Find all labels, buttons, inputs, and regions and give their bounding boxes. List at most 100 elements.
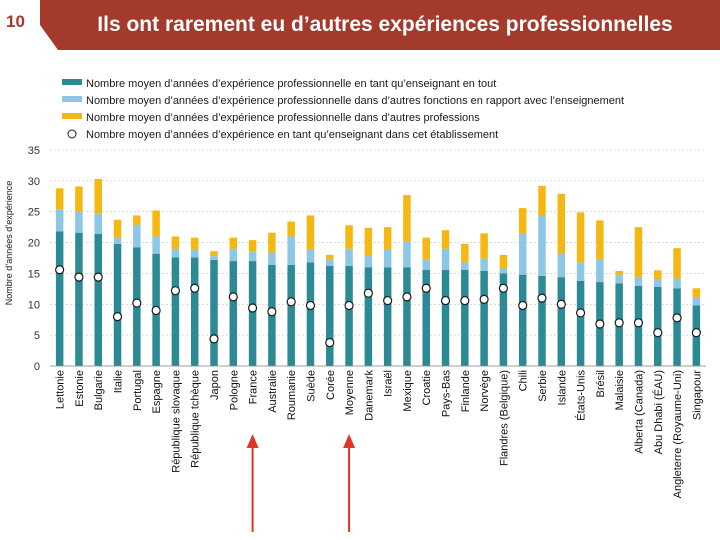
chart-highlight-arrows <box>246 434 356 532</box>
bar-segment-1 <box>287 236 295 265</box>
header-band-shape <box>40 0 720 50</box>
x-category-label: République tchèque <box>190 370 202 468</box>
bar-segment-1 <box>499 268 508 274</box>
dot-marker <box>55 265 65 275</box>
x-category-label: Angleterre (Royaume-Uni) <box>672 370 684 498</box>
dot-marker <box>344 300 354 311</box>
slide-title: Ils ont rarement eu d’autres expériences… <box>97 13 673 36</box>
bar-segment-1 <box>557 253 566 278</box>
bar-segment-2 <box>190 237 199 250</box>
dot-marker <box>132 298 142 308</box>
bar-segment-0 <box>94 233 102 366</box>
x-category-label: Corée <box>325 370 337 400</box>
chart-dots <box>55 265 701 348</box>
x-category-label: Flandres (Belgique) <box>498 370 510 466</box>
slide-number: 10 <box>6 12 25 31</box>
bar-segment-1 <box>75 211 83 233</box>
x-category-label: Pays-Bas <box>441 370 453 418</box>
dot-marker <box>383 295 393 306</box>
bar-segment-0 <box>326 266 334 366</box>
dot-marker <box>575 308 586 318</box>
bar-segment-0 <box>673 288 681 366</box>
bar-segment-2 <box>210 251 218 257</box>
dot-marker <box>614 318 624 328</box>
bar-segment-1 <box>461 262 469 270</box>
x-category-label: Italie <box>113 370 125 393</box>
x-category-label: Estonie <box>74 370 86 407</box>
bar-segment-1 <box>441 248 450 270</box>
dot-marker <box>498 283 509 293</box>
bar-segment-0 <box>113 243 122 366</box>
bar-segment-2 <box>171 236 180 249</box>
dot-marker <box>93 272 103 282</box>
bar-segment-1 <box>654 279 662 288</box>
bar-segment-2 <box>306 215 315 250</box>
bar-segment-1 <box>345 248 353 267</box>
legend-swatch-1 <box>62 96 82 102</box>
bar-segment-0 <box>210 259 218 366</box>
bar-segment-0 <box>190 257 199 366</box>
dot-marker <box>421 283 431 293</box>
bar-segment-2 <box>364 227 373 255</box>
bar-segment-0 <box>287 264 295 366</box>
x-category-label: Danemark <box>363 370 375 421</box>
bar-segment-1 <box>364 254 373 268</box>
bar-segment-1 <box>268 252 276 265</box>
y-axis-label: Nombre d’années d’expérience <box>4 181 14 306</box>
bar-segment-2 <box>576 212 585 263</box>
bar-segment-1 <box>673 278 681 289</box>
dot-marker <box>672 313 682 323</box>
bar-segment-1 <box>615 274 623 284</box>
bar-segment-1 <box>306 249 315 263</box>
x-category-label: Abu Dhabi (ÉAU) <box>652 370 665 454</box>
bar-segment-0 <box>75 232 83 366</box>
x-category-label: Serbie <box>537 370 549 402</box>
bar-segment-1 <box>152 236 160 254</box>
bar-segment-1 <box>634 277 643 286</box>
bar-segment-2 <box>673 248 681 279</box>
x-category-label: Bulgarie <box>93 370 105 410</box>
chart-axes: 0 5 10 15 20 25 30 35 <box>28 145 706 373</box>
x-category-label: Australie <box>267 370 279 413</box>
legend-swatch-2 <box>62 113 82 119</box>
dot-marker <box>325 337 335 348</box>
bar-segment-0 <box>538 275 546 366</box>
dot-marker <box>305 300 316 311</box>
x-category-label: Mexique <box>402 370 414 412</box>
dot-marker <box>518 300 528 311</box>
dot-marker <box>247 303 258 313</box>
dot-marker <box>228 292 238 302</box>
bar-segment-2 <box>326 254 334 260</box>
dot-marker <box>112 312 123 322</box>
chart-gridlines <box>50 149 706 367</box>
x-category-label: Suède <box>305 370 317 402</box>
dot-marker <box>633 318 644 328</box>
legend-label-3: Nombre moyen d’années d’expérience en ta… <box>86 129 498 141</box>
bar-segment-0 <box>461 269 469 366</box>
bar-segment-0 <box>557 277 566 366</box>
bar-segment-0 <box>403 267 411 366</box>
y-tick-label: 20 <box>28 238 40 250</box>
bar-segment-2 <box>441 230 450 249</box>
legend-label-1: Nombre moyen d’années d’expérience profe… <box>86 95 624 107</box>
bar-segment-1 <box>422 259 430 270</box>
dot-marker <box>170 286 181 296</box>
y-tick-label: 35 <box>28 145 40 157</box>
bar-segment-2 <box>94 179 102 214</box>
chart-legend: Nombre moyen d’années d’expérience profe… <box>62 78 624 141</box>
x-category-label: Israël <box>383 370 395 397</box>
y-tick-label: 30 <box>28 176 40 188</box>
y-tick-label: 0 <box>34 361 40 373</box>
bar-segment-2 <box>480 233 488 259</box>
y-tick-label: 10 <box>28 299 40 311</box>
bar-segment-1 <box>55 209 64 232</box>
bar-segment-0 <box>576 280 585 366</box>
bar-segment-0 <box>345 266 353 366</box>
dot-marker <box>402 292 412 302</box>
x-category-label: Croatie <box>421 370 433 405</box>
bar-segment-2 <box>634 227 643 278</box>
bar-segment-2 <box>248 240 257 252</box>
bar-segment-2 <box>422 237 430 260</box>
x-category-label: République slovaque <box>170 370 182 473</box>
